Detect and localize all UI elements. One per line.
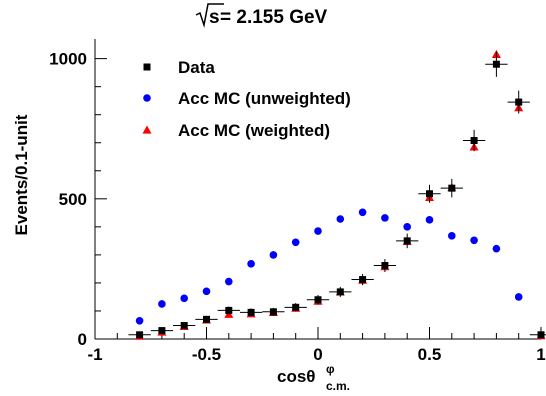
data-point bbox=[381, 262, 389, 270]
sqrt-symbol bbox=[195, 3, 224, 28]
x-tick-label: 0 bbox=[313, 345, 322, 364]
data-point bbox=[359, 276, 367, 284]
data-point bbox=[470, 136, 478, 144]
mc-unweighted-point bbox=[425, 216, 434, 224]
mc-unweighted-point bbox=[448, 232, 456, 240]
data-point bbox=[203, 315, 210, 323]
data-point bbox=[180, 322, 188, 330]
data-point bbox=[225, 306, 233, 314]
mc-unweighted-point bbox=[314, 227, 322, 235]
x-tick-label: 0.5 bbox=[418, 345, 442, 364]
mc-unweighted-point bbox=[514, 293, 523, 301]
mc-unweighted-point bbox=[403, 223, 412, 231]
x-tick-label: -1 bbox=[87, 345, 102, 364]
legend-marker-square bbox=[143, 63, 151, 71]
data-point bbox=[314, 296, 322, 304]
title-prefix: s bbox=[209, 7, 220, 28]
x-axis-label: cosθ φ c.m. bbox=[277, 362, 350, 393]
y-tick-label: 500 bbox=[59, 190, 87, 209]
data-point bbox=[515, 98, 523, 106]
mc-unweighted-point bbox=[135, 316, 144, 325]
mc-unweighted-point bbox=[381, 214, 389, 222]
mc-unweighted-point bbox=[180, 294, 188, 303]
y-axis-label: Events/0.1-unit bbox=[12, 114, 31, 235]
mc-unweighted-point bbox=[291, 238, 300, 247]
mc-unweighted-point bbox=[492, 244, 501, 253]
plot-area: -1 -0.5 0 0.5 1 0 500 1000 bbox=[49, 39, 546, 364]
data-point bbox=[247, 308, 255, 316]
legend-marker-triangle bbox=[142, 125, 152, 134]
legend-label: Data bbox=[178, 58, 215, 77]
mc-unweighted-point bbox=[358, 208, 367, 217]
x-axis-label-sup: φ bbox=[326, 362, 335, 376]
data-point bbox=[492, 60, 500, 68]
y-tick-label: 1000 bbox=[49, 50, 87, 69]
data-point bbox=[269, 308, 277, 316]
data-point bbox=[336, 288, 344, 296]
data-point bbox=[292, 303, 300, 311]
x-axis-label-base: cosθ bbox=[277, 367, 315, 386]
data-point bbox=[448, 184, 456, 192]
mc-unweighted-point bbox=[247, 260, 255, 268]
chart-title: s = 2.155 GeV bbox=[195, 3, 328, 28]
mc-unweighted-point bbox=[202, 287, 211, 296]
mc-unweighted-point bbox=[269, 251, 278, 259]
y-tick-label: 0 bbox=[78, 330, 87, 349]
x-tick-label: 1 bbox=[536, 345, 545, 364]
mc-unweighted-point bbox=[336, 215, 345, 223]
legend-label: Acc MC (weighted) bbox=[178, 121, 330, 140]
mc-unweighted-point bbox=[225, 277, 233, 286]
legend-label: Acc MC (unweighted) bbox=[178, 89, 351, 108]
data-point bbox=[158, 327, 166, 335]
mc-unweighted-point bbox=[470, 236, 478, 245]
legend: Data Acc MC (unweighted) Acc MC (weighted) bbox=[142, 58, 351, 140]
legend-marker-circle bbox=[143, 94, 151, 102]
mc-unweighted-point bbox=[158, 300, 166, 308]
data-point bbox=[136, 331, 144, 339]
data-point bbox=[403, 237, 411, 245]
data-point bbox=[537, 331, 545, 339]
x-axis-label-sub: c.m. bbox=[326, 379, 350, 393]
title-text: = 2.155 GeV bbox=[220, 7, 328, 28]
x-tick-label: -0.5 bbox=[192, 345, 221, 364]
data-point bbox=[426, 190, 433, 198]
